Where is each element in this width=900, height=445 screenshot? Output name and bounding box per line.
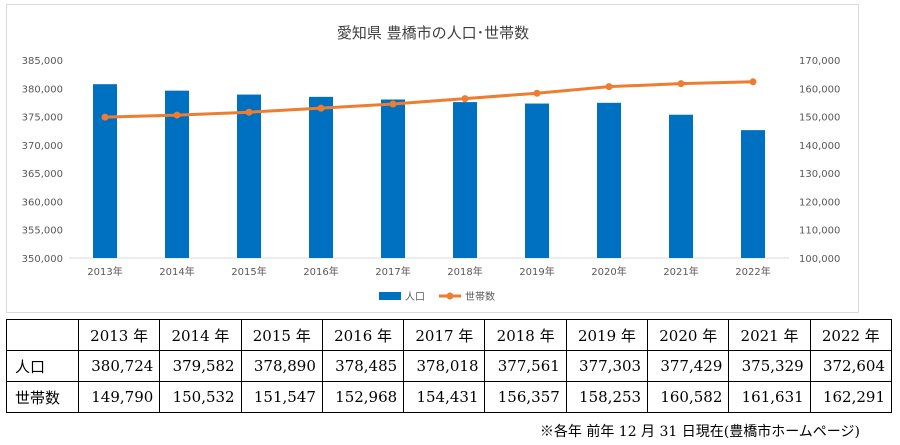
row-label: 人口: [6, 350, 79, 382]
table-cell: 162,291: [809, 381, 893, 413]
table-header-cell: [6, 319, 79, 351]
table-cell: 151,547: [240, 381, 323, 413]
table-cell: 375,329: [728, 350, 811, 382]
table-cell: 377,303: [565, 350, 649, 382]
table-cell: 149,790: [77, 381, 161, 413]
table-cell: 160,582: [647, 381, 730, 413]
legend-label-households: 世帯数: [465, 290, 495, 303]
table-cell: 152,968: [321, 381, 405, 413]
y-right-tick-label: 110,000: [799, 226, 840, 237]
y-left-tick-label: 360,000: [22, 197, 63, 208]
y-left-tick-label: 355,000: [22, 226, 63, 237]
table-row-households: 世帯数 149,790 150,532 151,547 152,968 154,…: [6, 381, 893, 413]
table-cell: 378,485: [321, 350, 405, 382]
line-point-2019年: [533, 89, 541, 97]
x-tick-label: 2015年: [231, 265, 266, 278]
line-point-2018年: [461, 95, 469, 103]
x-tick-label: 2020年: [591, 265, 626, 278]
x-tick-label: 2017年: [375, 265, 410, 278]
table-header-row: 2013 年 2014 年 2015 年 2016 年 2017 年 2018 …: [6, 319, 893, 351]
table-header-cell: 2016 年: [321, 319, 405, 351]
row-label: 世帯数: [6, 381, 79, 413]
chart-frame: 愛知県 豊橋市の人口･世帯数 350,000 355,000 360,000 365,0…: [6, 4, 859, 313]
table-header-cell: 2020 年: [647, 319, 730, 351]
table-row-population: 人口 380,724 379,582 378,890 378,485 378,0…: [6, 350, 893, 382]
table-cell: 378,890: [240, 350, 323, 382]
table-cell: 380,724: [77, 350, 161, 382]
data-table: 2013 年 2014 年 2015 年 2016 年 2017 年 2018 …: [6, 319, 893, 413]
x-tick-label: 2019年: [519, 265, 554, 278]
y-right-tick-label: 170,000: [799, 56, 840, 67]
chart-title: 愛知県 豊橋市の人口･世帯数: [337, 24, 529, 42]
y-left-tick-label: 380,000: [22, 84, 63, 95]
y-left-tick-label: 375,000: [22, 113, 63, 124]
x-tick-label: 2016年: [303, 265, 338, 278]
y-right-tick-label: 100,000: [799, 254, 840, 265]
table-header-cell: 2015 年: [240, 319, 323, 351]
table-header-cell: 2018 年: [484, 319, 567, 351]
y-left-tick-label: 350,000: [22, 254, 63, 265]
bar-2018年: [453, 102, 477, 258]
bar-2015年: [237, 94, 261, 258]
table-cell: 158,253: [565, 381, 649, 413]
bar-2019年: [525, 103, 549, 258]
y-right-tick-label: 150,000: [799, 113, 840, 124]
legend-marker-households: [446, 292, 454, 300]
x-tick-label: 2014年: [159, 265, 194, 278]
bar-2020年: [597, 102, 621, 258]
table-cell: 372,604: [809, 350, 893, 382]
bar-2016年: [309, 96, 333, 258]
line-point-2015年: [245, 108, 253, 116]
bar-2013年: [93, 84, 117, 258]
x-tick-label: 2021年: [663, 265, 698, 278]
bar-2021年: [669, 114, 693, 258]
footnote: ※各年 前年 12 月 31 日現在(豊橋市ホームページ): [539, 424, 860, 440]
table-cell: 154,431: [403, 381, 486, 413]
line-point-2016年: [317, 104, 325, 112]
legend-label-population: 人口: [405, 291, 425, 303]
table-header-cell: 2013 年: [77, 319, 161, 351]
table-header-cell: 2019 年: [565, 319, 649, 351]
table-cell: 378,018: [403, 350, 486, 382]
table-cell: 377,429: [647, 350, 730, 382]
table-cell: 150,532: [159, 381, 242, 413]
line-point-2013年: [101, 113, 109, 121]
x-tick-label: 2022年: [735, 265, 770, 278]
table-header-cell: 2021 年: [728, 319, 811, 351]
table-cell: 377,561: [484, 350, 567, 382]
bar-2022年: [741, 130, 765, 258]
y-right-tick-label: 140,000: [799, 141, 840, 152]
line-series-households: [104, 80, 754, 119]
y-left-tick-label: 365,000: [22, 169, 63, 180]
table-header-cell: 2022 年: [809, 319, 893, 351]
bar-2017年: [381, 99, 405, 258]
chart-svg: 愛知県 豊橋市の人口･世帯数 350,000 355,000 360,000 365,0…: [22, 24, 841, 303]
line-point-2022年: [749, 78, 757, 86]
y-right-tick-label: 130,000: [799, 169, 840, 180]
line-point-2014年: [173, 111, 181, 119]
y-left-tick-label: 385,000: [22, 56, 63, 67]
table-cell: 156,357: [484, 381, 567, 413]
y-right-tick-label: 160,000: [799, 84, 840, 95]
legend-swatch-population: [379, 292, 401, 300]
y-left-tick-label: 370,000: [22, 141, 63, 152]
table-header-cell: 2017 年: [403, 319, 486, 351]
line-point-2020年: [605, 83, 613, 91]
table-cell: 379,582: [159, 350, 242, 382]
table-header-cell: 2014 年: [159, 319, 242, 351]
table-cell: 161,631: [728, 381, 811, 413]
x-tick-label: 2018年: [447, 265, 482, 278]
line-point-2021年: [677, 80, 685, 88]
line-point-2017年: [389, 100, 397, 108]
x-tick-label: 2013年: [87, 265, 122, 278]
y-right-tick-label: 120,000: [799, 197, 840, 208]
